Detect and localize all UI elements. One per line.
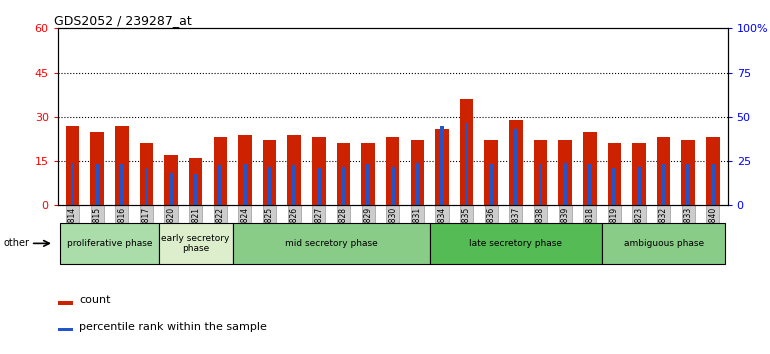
Bar [336,143,350,205]
Bar [632,143,646,205]
Bar [681,141,695,205]
Bar [484,141,498,205]
Text: percentile rank within the sample: percentile rank within the sample [79,322,266,332]
Bar [145,169,149,205]
Bar [416,162,419,205]
Bar [159,223,233,264]
Bar [563,162,567,205]
Bar [430,223,602,264]
Bar [189,158,203,205]
Bar [95,164,99,205]
Bar [602,223,725,264]
Bar [268,167,272,205]
Bar [588,164,591,205]
Bar [514,129,517,205]
Text: mid secretory phase: mid secretory phase [285,239,377,248]
Bar [489,164,493,205]
Bar [410,141,424,205]
Text: early secretory
phase: early secretory phase [162,234,230,253]
Bar [361,143,375,205]
Bar [367,164,370,205]
Bar [115,126,129,205]
Text: count: count [79,295,110,305]
Bar [464,123,468,205]
Bar [287,135,301,205]
Bar [657,137,671,205]
Bar [534,141,547,205]
Bar [686,164,690,205]
Bar [139,143,153,205]
Bar [164,155,178,205]
Bar [706,137,720,205]
Bar [342,167,345,205]
Bar [71,162,75,205]
Text: ambiguous phase: ambiguous phase [624,239,704,248]
Bar [558,141,572,205]
Bar [58,301,73,305]
Bar [263,141,276,205]
Bar [711,164,715,205]
Bar [312,137,326,205]
Bar [293,166,296,205]
Bar [509,120,523,205]
Bar [213,137,227,205]
Text: other: other [4,238,30,249]
Bar [238,135,252,205]
Bar [58,328,73,331]
Bar [317,169,321,205]
Bar [637,167,641,205]
Bar [219,166,223,205]
Bar [90,132,104,205]
Bar [583,132,597,205]
Bar [243,164,247,205]
Bar [169,173,173,205]
Bar [440,126,444,205]
Bar [608,143,621,205]
Bar [391,167,394,205]
Bar [60,223,159,264]
Bar [386,137,400,205]
Text: GDS2052 / 239287_at: GDS2052 / 239287_at [55,14,192,27]
Bar [538,164,542,205]
Bar [460,99,474,205]
Bar [435,129,449,205]
Bar [120,164,124,205]
Bar [194,175,198,205]
Text: proliferative phase: proliferative phase [67,239,152,248]
Bar [612,169,616,205]
Bar [661,164,665,205]
Text: late secretory phase: late secretory phase [470,239,562,248]
Bar [233,223,430,264]
Bar [65,126,79,205]
